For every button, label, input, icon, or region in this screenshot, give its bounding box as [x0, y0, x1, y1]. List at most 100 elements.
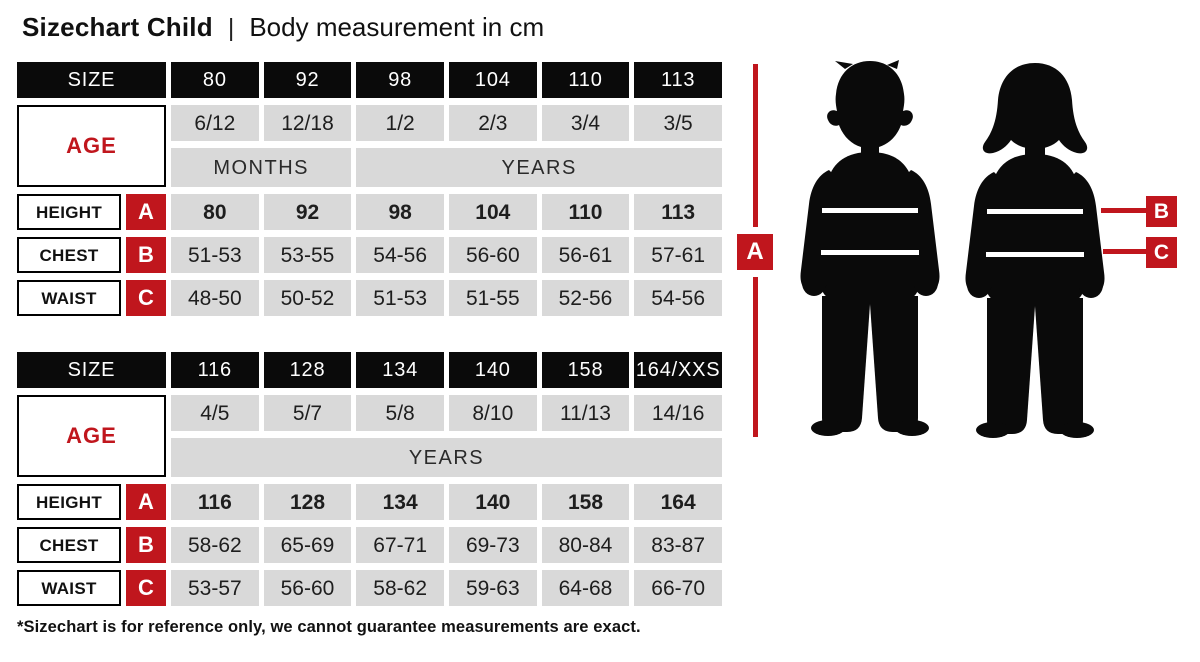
chest-value-cell: 54-56: [356, 237, 444, 273]
marker-c-figure-badge: C: [1146, 237, 1177, 268]
row-label-height: HEIGHT: [17, 194, 121, 230]
chest-value-cell: 67-71: [356, 527, 444, 563]
height-value-cell: 80: [171, 194, 259, 230]
age-cell: 5/7: [263, 395, 352, 431]
age-unit-cell: YEARS: [356, 148, 722, 187]
page-title-main: Sizechart Child: [22, 12, 213, 42]
age-cell: 3/5: [634, 105, 722, 141]
footnote: *Sizechart is for reference only, we can…: [17, 618, 641, 636]
marker-a-badge: A: [126, 484, 166, 520]
size-table-lower: SIZE 116 128 134 140 158 164/XXS AGE 4/5 5/7 5/8 8/…: [17, 352, 722, 606]
size-header-cell: 134: [356, 352, 444, 388]
waist-pointer-line: [1103, 249, 1146, 254]
waist-value-cell: 66-70: [634, 570, 722, 606]
row-label-chest: CHEST: [17, 527, 121, 563]
height-value-cell: 98: [356, 194, 444, 230]
size-header-cell: 140: [448, 352, 537, 388]
girl-chest-line: [987, 209, 1083, 214]
age-cell: 3/4: [541, 105, 630, 141]
waist-value-cell: 51-53: [356, 280, 444, 316]
age-cell: 1/2: [356, 105, 444, 141]
size-header-cell: 92: [263, 62, 352, 98]
row-label-waist: WAIST: [17, 570, 121, 606]
age-cell: 12/18: [263, 105, 352, 141]
size-header-cell: 128: [263, 352, 352, 388]
size-header-cell: 116: [171, 352, 259, 388]
waist-value-cell: 50-52: [263, 280, 352, 316]
page-title: Sizechart Child | Body measurement in cm: [22, 12, 544, 43]
age-label: AGE: [17, 395, 166, 477]
height-value-cell: 128: [263, 484, 352, 520]
marker-a-badge: A: [126, 194, 166, 230]
age-unit-cell: YEARS: [171, 438, 722, 477]
chest-value-cell: 69-73: [448, 527, 537, 563]
age-cell: 11/13: [541, 395, 630, 431]
chest-value-cell: 51-53: [171, 237, 259, 273]
chest-value-cell: 83-87: [634, 527, 722, 563]
chest-value-cell: 57-61: [634, 237, 722, 273]
size-header-cell: 110: [541, 62, 630, 98]
age-label: AGE: [17, 105, 166, 187]
size-header-cell: 164/XXS: [634, 352, 722, 388]
marker-a-figure-badge: A: [737, 234, 773, 270]
waist-value-cell: 53-57: [171, 570, 259, 606]
chest-value-cell: 58-62: [171, 527, 259, 563]
size-label: SIZE: [17, 62, 166, 98]
waist-value-cell: 48-50: [171, 280, 259, 316]
size-header-cell: 104: [448, 62, 537, 98]
size-header-cell: 113: [634, 62, 722, 98]
height-measure-line-top: [753, 64, 758, 227]
height-value-cell: 92: [263, 194, 352, 230]
height-value-cell: 110: [541, 194, 630, 230]
chest-value-cell: 53-55: [263, 237, 352, 273]
height-value-cell: 113: [634, 194, 722, 230]
age-cell: 6/12: [171, 105, 259, 141]
waist-value-cell: 52-56: [541, 280, 630, 316]
age-cell: 14/16: [634, 395, 722, 431]
boy-waist-line: [821, 250, 919, 255]
girl-waist-line: [986, 252, 1084, 257]
height-measure-line-bottom: [753, 277, 758, 437]
girl-silhouette-icon: [965, 63, 1105, 438]
waist-value-cell: 59-63: [448, 570, 537, 606]
row-label-height: HEIGHT: [17, 484, 121, 520]
height-value-cell: 134: [356, 484, 444, 520]
size-header-cell: 158: [541, 352, 630, 388]
marker-c-badge: C: [126, 280, 166, 316]
age-unit-cell: MONTHS: [171, 148, 352, 187]
marker-c-badge: C: [126, 570, 166, 606]
boy-chest-line: [822, 208, 918, 213]
marker-b-badge: B: [126, 527, 166, 563]
boy-silhouette-icon: [800, 60, 940, 436]
age-cell: 5/8: [356, 395, 444, 431]
chest-value-cell: 56-60: [448, 237, 537, 273]
height-value-cell: 158: [541, 484, 630, 520]
chest-value-cell: 65-69: [263, 527, 352, 563]
marker-b-badge: B: [126, 237, 166, 273]
chest-value-cell: 80-84: [541, 527, 630, 563]
marker-b-figure-badge: B: [1146, 196, 1177, 227]
waist-value-cell: 64-68: [541, 570, 630, 606]
waist-value-cell: 56-60: [263, 570, 352, 606]
age-cell: 4/5: [171, 395, 259, 431]
height-value-cell: 164: [634, 484, 722, 520]
size-label: SIZE: [17, 352, 166, 388]
height-value-cell: 140: [448, 484, 537, 520]
title-separator: |: [227, 14, 235, 42]
size-table-upper: SIZE 80 92 98 104 110 113 AGE 6/12 12/18 1/2 2/3 3/4…: [17, 62, 722, 316]
waist-value-cell: 58-62: [356, 570, 444, 606]
chest-value-cell: 56-61: [541, 237, 630, 273]
chest-pointer-line: [1101, 208, 1146, 213]
row-label-chest: CHEST: [17, 237, 121, 273]
height-value-cell: 116: [171, 484, 259, 520]
size-header-cell: 80: [171, 62, 259, 98]
size-header-cell: 98: [356, 62, 444, 98]
height-value-cell: 104: [448, 194, 537, 230]
waist-value-cell: 51-55: [448, 280, 537, 316]
row-label-waist: WAIST: [17, 280, 121, 316]
age-cell: 8/10: [448, 395, 537, 431]
age-cell: 2/3: [448, 105, 537, 141]
page-title-subtitle: Body measurement in cm: [249, 12, 545, 42]
waist-value-cell: 54-56: [634, 280, 722, 316]
